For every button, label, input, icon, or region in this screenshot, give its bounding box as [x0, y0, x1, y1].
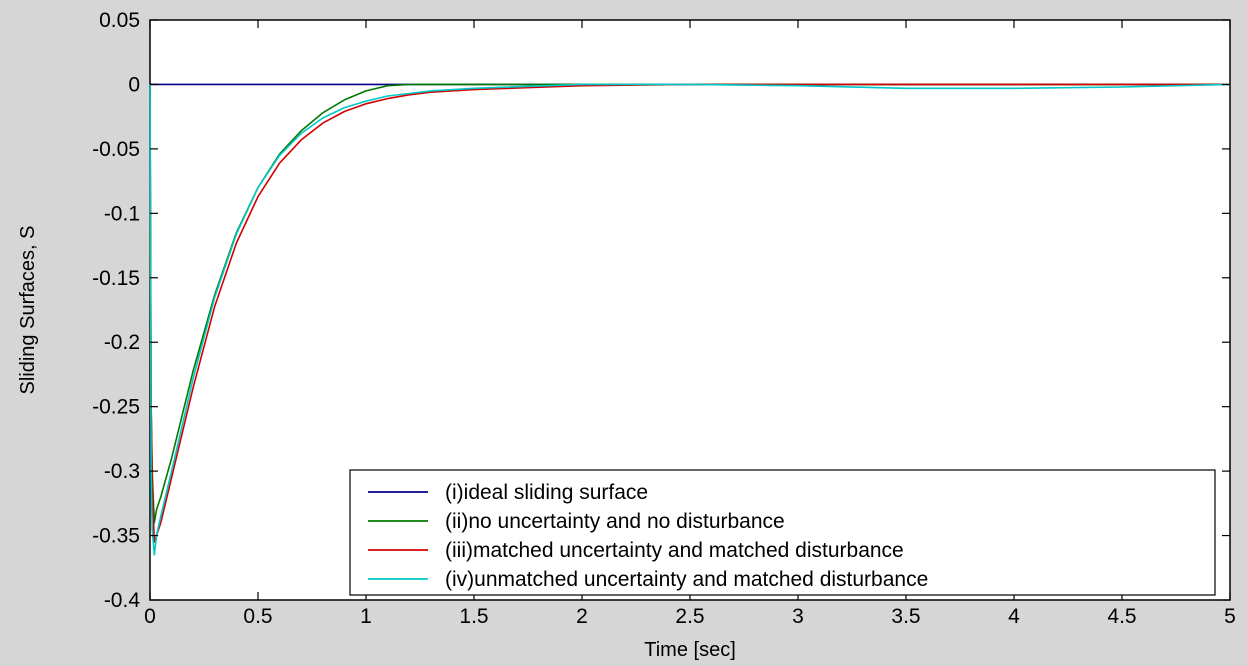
x-tick-label: 3.5 — [891, 605, 920, 628]
y-tick-label: -0.15 — [92, 267, 140, 290]
legend: (i)ideal sliding surface (ii)no uncertain… — [349, 469, 1216, 596]
y-tick-label: -0.1 — [104, 202, 140, 225]
y-tick-label: -0.3 — [104, 460, 140, 483]
x-tick-label: 0.5 — [243, 605, 272, 628]
x-tick-label: 2.5 — [675, 605, 704, 628]
x-tick-label: 2 — [576, 605, 588, 628]
x-tick-label: 1.5 — [459, 605, 488, 628]
y-tick-label: 0.05 — [99, 9, 140, 32]
series-line-4 — [149, 83, 1231, 556]
x-tick-label: 1 — [360, 605, 372, 628]
y-axis-label: Sliding Surfaces, S — [17, 226, 39, 395]
y-tick-label: -0.35 — [92, 525, 140, 548]
y-tick-label: 0 — [128, 73, 140, 96]
x-tick-label: 3 — [792, 605, 804, 628]
x-tick-label: 5 — [1224, 605, 1236, 628]
x-tick-label: 0 — [144, 605, 156, 628]
x-tick-label: 4 — [1008, 605, 1020, 628]
legend-label-4: (iv)unmatched uncertainty and matched di… — [445, 568, 928, 591]
x-axis-label: Time [sec] — [644, 639, 736, 661]
y-tick-label: -0.4 — [104, 589, 141, 612]
legend-label-2: (ii)no uncertainty and no disturbance — [445, 510, 785, 533]
y-tick-label: -0.25 — [92, 396, 140, 419]
tick-layer: 0 0.5 1 1.5 2 2.5 3 3.5 4 4.5 5 0.05 0 -0.05 -0.1 -0.15… — [92, 9, 1236, 628]
legend-label-1: (i)ideal sliding surface — [445, 481, 648, 504]
x-tick-label: 4.5 — [1107, 605, 1136, 628]
legend-label-3: (iii)matched uncertainty and matched dis… — [445, 539, 904, 562]
y-tick-label: -0.2 — [104, 331, 140, 354]
legend-box — [349, 469, 1216, 596]
y-tick-label: -0.05 — [92, 138, 140, 161]
